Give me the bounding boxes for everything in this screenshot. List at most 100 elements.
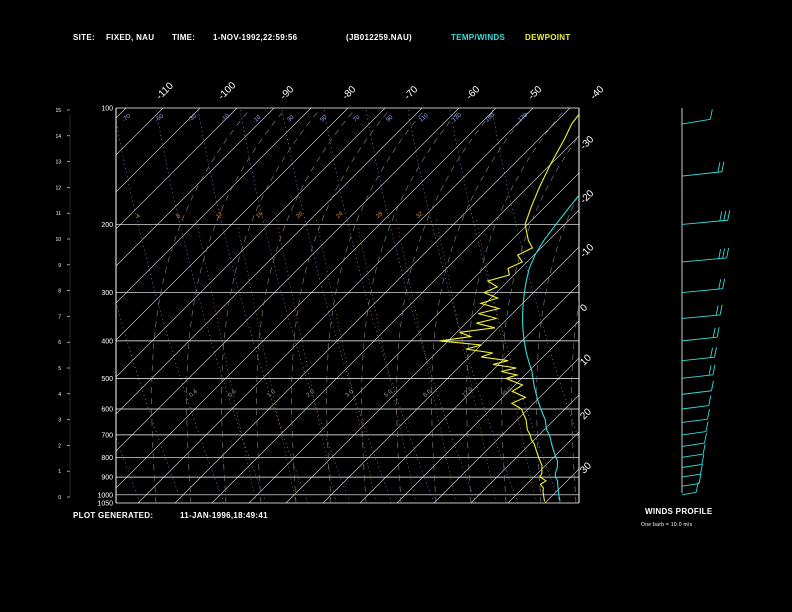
isotherm-line (248, 172, 579, 503)
dry-adiabat (323, 108, 435, 503)
dry-adiabat (491, 108, 579, 441)
time-value: 1-NOV-1992,22:59:56 (213, 33, 298, 42)
mixing-ratio-label: 12 (215, 211, 224, 220)
height-km-label: 15 (55, 108, 61, 114)
isotherm-line (116, 108, 238, 230)
pressure-tick-label: 700 (101, 432, 113, 439)
height-km-label: 1 (58, 469, 61, 475)
isotherm-line (116, 108, 386, 378)
wind-barb (719, 211, 723, 222)
wind-barb-staff (681, 442, 705, 447)
wind-barb-staff (681, 390, 712, 395)
top-temp-label: -70 (402, 84, 420, 102)
wind-barb-staff (681, 219, 728, 225)
dry-adiabat (0, 108, 56, 503)
wind-barb (710, 347, 713, 358)
wind-barb (719, 304, 723, 315)
wind-barb (723, 210, 727, 221)
wind-barb (718, 249, 722, 260)
wind-barb (701, 454, 705, 465)
isotherm-line (137, 108, 534, 503)
wind-barb (709, 109, 713, 120)
wind-barb-staff (681, 453, 704, 458)
height-km-label: 13 (55, 160, 61, 166)
barb-note: One barb = 10.0 m/s (641, 522, 693, 528)
wind-barb-staff (681, 418, 708, 423)
height-km-label: 7 (58, 314, 61, 320)
dry-adiabat (239, 108, 351, 503)
mixing-ratio-label: 28 (375, 211, 384, 220)
isotherm-line (116, 108, 164, 156)
header-bar: SITE: FIXED, NAU TIME: 1-NOV-1992,22:59:… (0, 0, 792, 50)
wind-barb (715, 305, 719, 316)
pressure-tick-label: 600 (101, 406, 113, 413)
wind-barb-staff (681, 431, 707, 436)
top-temp-label: -50 (526, 84, 544, 102)
height-km-label: 6 (58, 340, 61, 346)
mixing-ratio-line (235, 217, 297, 503)
file-id: (JB012259.NAU) (346, 33, 413, 42)
isotherm-line (0, 108, 52, 503)
wind-barb-staff (681, 336, 718, 342)
dry-adiabat (197, 108, 309, 503)
wind-barb (727, 210, 731, 221)
wind-barb (708, 395, 712, 406)
dry-adiabat (155, 108, 267, 503)
wind-barb (722, 278, 726, 289)
dewpoint-legend: DEWPOINT (525, 33, 571, 42)
moist-label: 2.0 (305, 389, 316, 399)
wind-barb-staff (681, 314, 721, 319)
moist-adiabat (361, 108, 462, 503)
dry-adiabat-label: 30 (286, 114, 295, 123)
mixing-ratio-line (395, 217, 457, 503)
plot-generated-label: PLOT GENERATED: (73, 511, 154, 520)
height-km-label: 8 (58, 289, 61, 295)
isotherm-line (116, 108, 201, 193)
dry-adiabat-label: 150 (484, 112, 496, 123)
pressure-tick-label: 100 (101, 106, 113, 113)
wind-barb (726, 247, 730, 259)
wind-barb (712, 364, 716, 375)
pressure-tick-label: 500 (101, 376, 113, 383)
isotherm-line (0, 108, 89, 503)
dry-adiabat-label: 90 (385, 114, 394, 123)
wind-barb-staff (681, 356, 715, 362)
isotherm-line (116, 108, 349, 341)
mixing-ratio-label: 16 (255, 211, 264, 220)
mixing-ratio-label: 4 (135, 213, 142, 220)
wind-barb (721, 161, 725, 172)
top-temp-label: -40 (588, 84, 606, 102)
isotherm-line (507, 431, 579, 503)
wind-barb-staff (681, 491, 697, 496)
dry-adiabat (116, 301, 183, 503)
dewpoint-trace (439, 113, 579, 502)
dry-adiabat (0, 108, 98, 503)
moist-label: 8.0 (422, 389, 433, 399)
wind-barb (699, 464, 703, 475)
pressure-tick-label: 800 (101, 455, 113, 462)
right-temp-label: -30 (578, 134, 596, 152)
isotherm-line (116, 108, 460, 452)
wind-barb-staff (681, 463, 702, 468)
moist-label: 12.0 (461, 386, 474, 399)
mixing-ratio-line (435, 217, 497, 503)
mixing-ratio-label: 8 (175, 213, 182, 220)
isotherm-line (433, 357, 579, 503)
temperature-trace (522, 194, 579, 502)
time-label: TIME: (172, 33, 196, 42)
isotherm-line (116, 108, 497, 489)
dry-adiabat-label: 110 (418, 112, 430, 123)
wind-barb (714, 347, 717, 358)
height-km-label: 4 (58, 392, 61, 398)
isotherm-line (116, 108, 275, 267)
wind-barb (702, 443, 706, 455)
isotherm-line (582, 108, 792, 503)
dry-adiabat-label: -10 (220, 113, 231, 124)
temp-winds-legend: TEMP/WINDS (451, 33, 506, 42)
isotherm-line (322, 246, 579, 503)
top-temp-label: -90 (278, 84, 296, 102)
mixing-ratio-label: 32 (415, 211, 424, 220)
top-temp-label: -80 (340, 84, 358, 102)
moist-label: 3.0 (344, 389, 355, 399)
